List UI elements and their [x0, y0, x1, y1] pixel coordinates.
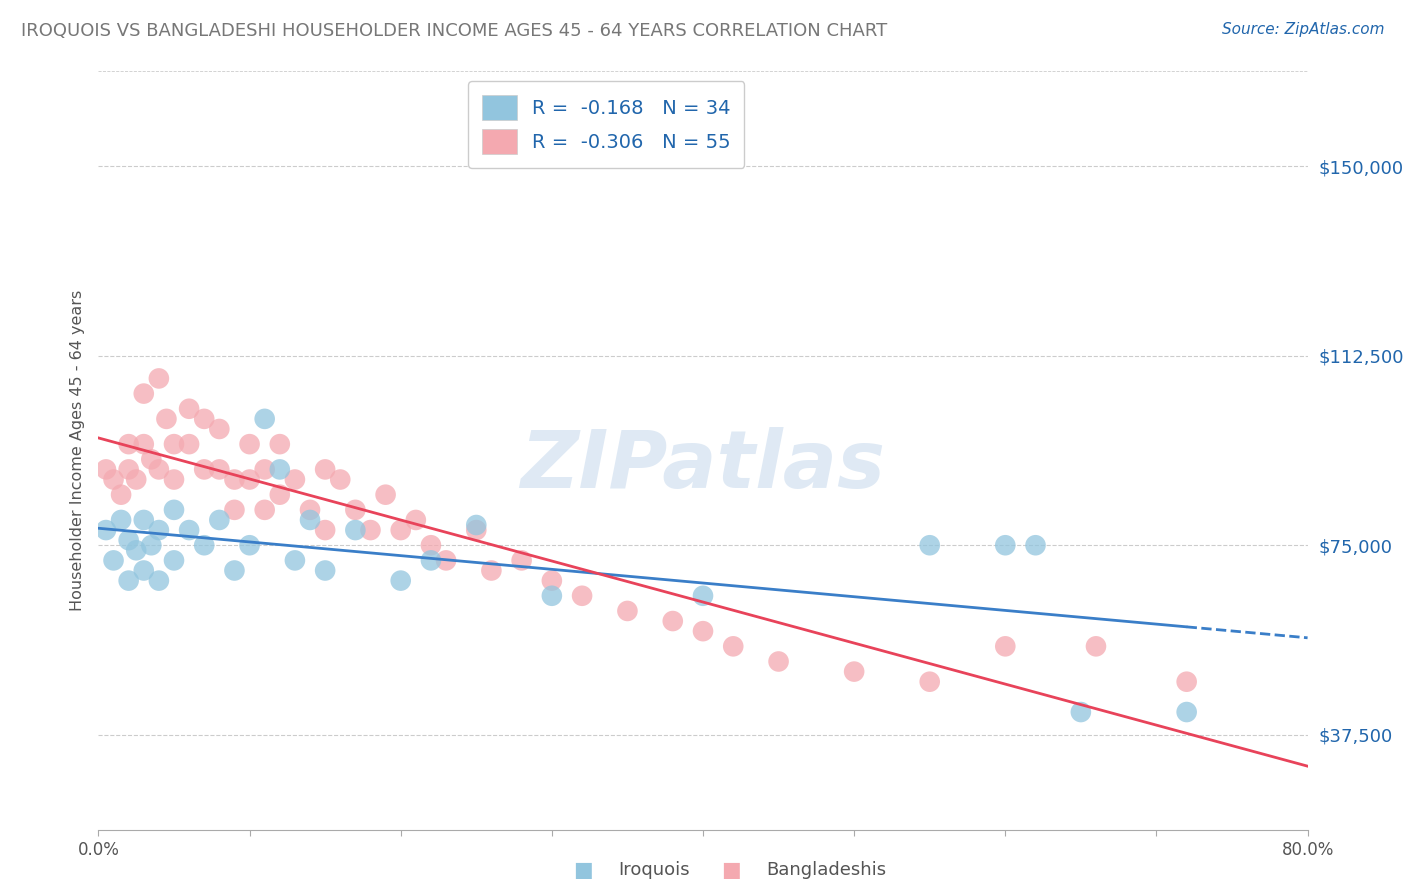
Point	[1070, 705, 1092, 719]
Point	[344, 503, 367, 517]
Point	[299, 513, 322, 527]
Point	[179, 401, 201, 416]
Point	[723, 640, 745, 654]
Point	[110, 488, 132, 502]
Point	[208, 513, 231, 527]
Point	[1175, 674, 1198, 689]
Point	[148, 523, 170, 537]
Point	[314, 523, 336, 537]
Point	[132, 386, 155, 401]
Point	[148, 371, 170, 385]
Text: Bangladeshis: Bangladeshis	[766, 861, 886, 879]
Point	[768, 655, 790, 669]
Point	[1085, 640, 1108, 654]
Point	[239, 473, 262, 487]
Point	[692, 624, 714, 639]
Point	[510, 553, 533, 567]
Point	[540, 589, 562, 603]
Point	[314, 564, 336, 578]
Point	[103, 553, 125, 567]
Legend: R =  -0.168   N = 34, R =  -0.306   N = 55: R = -0.168 N = 34, R = -0.306 N = 55	[468, 81, 744, 168]
Point	[94, 523, 117, 537]
Point	[193, 412, 215, 426]
Point	[132, 564, 155, 578]
Point	[132, 437, 155, 451]
Point	[103, 473, 125, 487]
Point	[389, 574, 412, 588]
Y-axis label: Householder Income Ages 45 - 64 years: Householder Income Ages 45 - 64 years	[69, 290, 84, 611]
Point	[163, 553, 186, 567]
Point	[239, 437, 262, 451]
Point	[1024, 538, 1046, 552]
Point	[118, 437, 141, 451]
Point	[616, 604, 638, 618]
Point	[118, 533, 141, 548]
Point	[208, 422, 231, 436]
Point	[540, 574, 562, 588]
Point	[269, 488, 291, 502]
Point	[692, 589, 714, 603]
Point	[253, 462, 276, 476]
Point	[208, 462, 231, 476]
Point	[481, 564, 503, 578]
Point	[179, 437, 201, 451]
Text: Source: ZipAtlas.com: Source: ZipAtlas.com	[1222, 22, 1385, 37]
Point	[329, 473, 352, 487]
Point	[269, 462, 291, 476]
Text: ■: ■	[721, 860, 741, 880]
Point	[1175, 705, 1198, 719]
Point	[571, 589, 593, 603]
Point	[284, 553, 307, 567]
Point	[465, 518, 488, 533]
Point	[434, 553, 457, 567]
Point	[253, 412, 276, 426]
Point	[132, 513, 155, 527]
Point	[179, 523, 201, 537]
Point	[389, 523, 412, 537]
Point	[405, 513, 427, 527]
Text: ■: ■	[574, 860, 593, 880]
Point	[918, 674, 941, 689]
Point	[253, 503, 276, 517]
Point	[94, 462, 117, 476]
Point	[118, 462, 141, 476]
Point	[994, 640, 1017, 654]
Point	[994, 538, 1017, 552]
Point	[314, 462, 336, 476]
Point	[420, 553, 443, 567]
Point	[163, 473, 186, 487]
Point	[118, 574, 141, 588]
Point	[284, 473, 307, 487]
Point	[148, 462, 170, 476]
Point	[224, 564, 246, 578]
Point	[110, 513, 132, 527]
Point	[148, 574, 170, 588]
Point	[193, 462, 215, 476]
Point	[163, 503, 186, 517]
Point	[155, 412, 177, 426]
Point	[224, 503, 246, 517]
Point	[661, 614, 683, 628]
Point	[420, 538, 443, 552]
Point	[125, 543, 148, 558]
Point	[465, 523, 488, 537]
Text: IROQUOIS VS BANGLADESHI HOUSEHOLDER INCOME AGES 45 - 64 YEARS CORRELATION CHART: IROQUOIS VS BANGLADESHI HOUSEHOLDER INCO…	[21, 22, 887, 40]
Point	[918, 538, 941, 552]
Point	[163, 437, 186, 451]
Point	[239, 538, 262, 552]
Point	[141, 538, 163, 552]
Text: Iroquois: Iroquois	[619, 861, 690, 879]
Point	[360, 523, 382, 537]
Point	[269, 437, 291, 451]
Point	[125, 473, 148, 487]
Point	[844, 665, 866, 679]
Point	[224, 473, 246, 487]
Point	[344, 523, 367, 537]
Point	[193, 538, 215, 552]
Point	[141, 452, 163, 467]
Point	[299, 503, 322, 517]
Point	[374, 488, 396, 502]
Text: ZIPatlas: ZIPatlas	[520, 426, 886, 505]
